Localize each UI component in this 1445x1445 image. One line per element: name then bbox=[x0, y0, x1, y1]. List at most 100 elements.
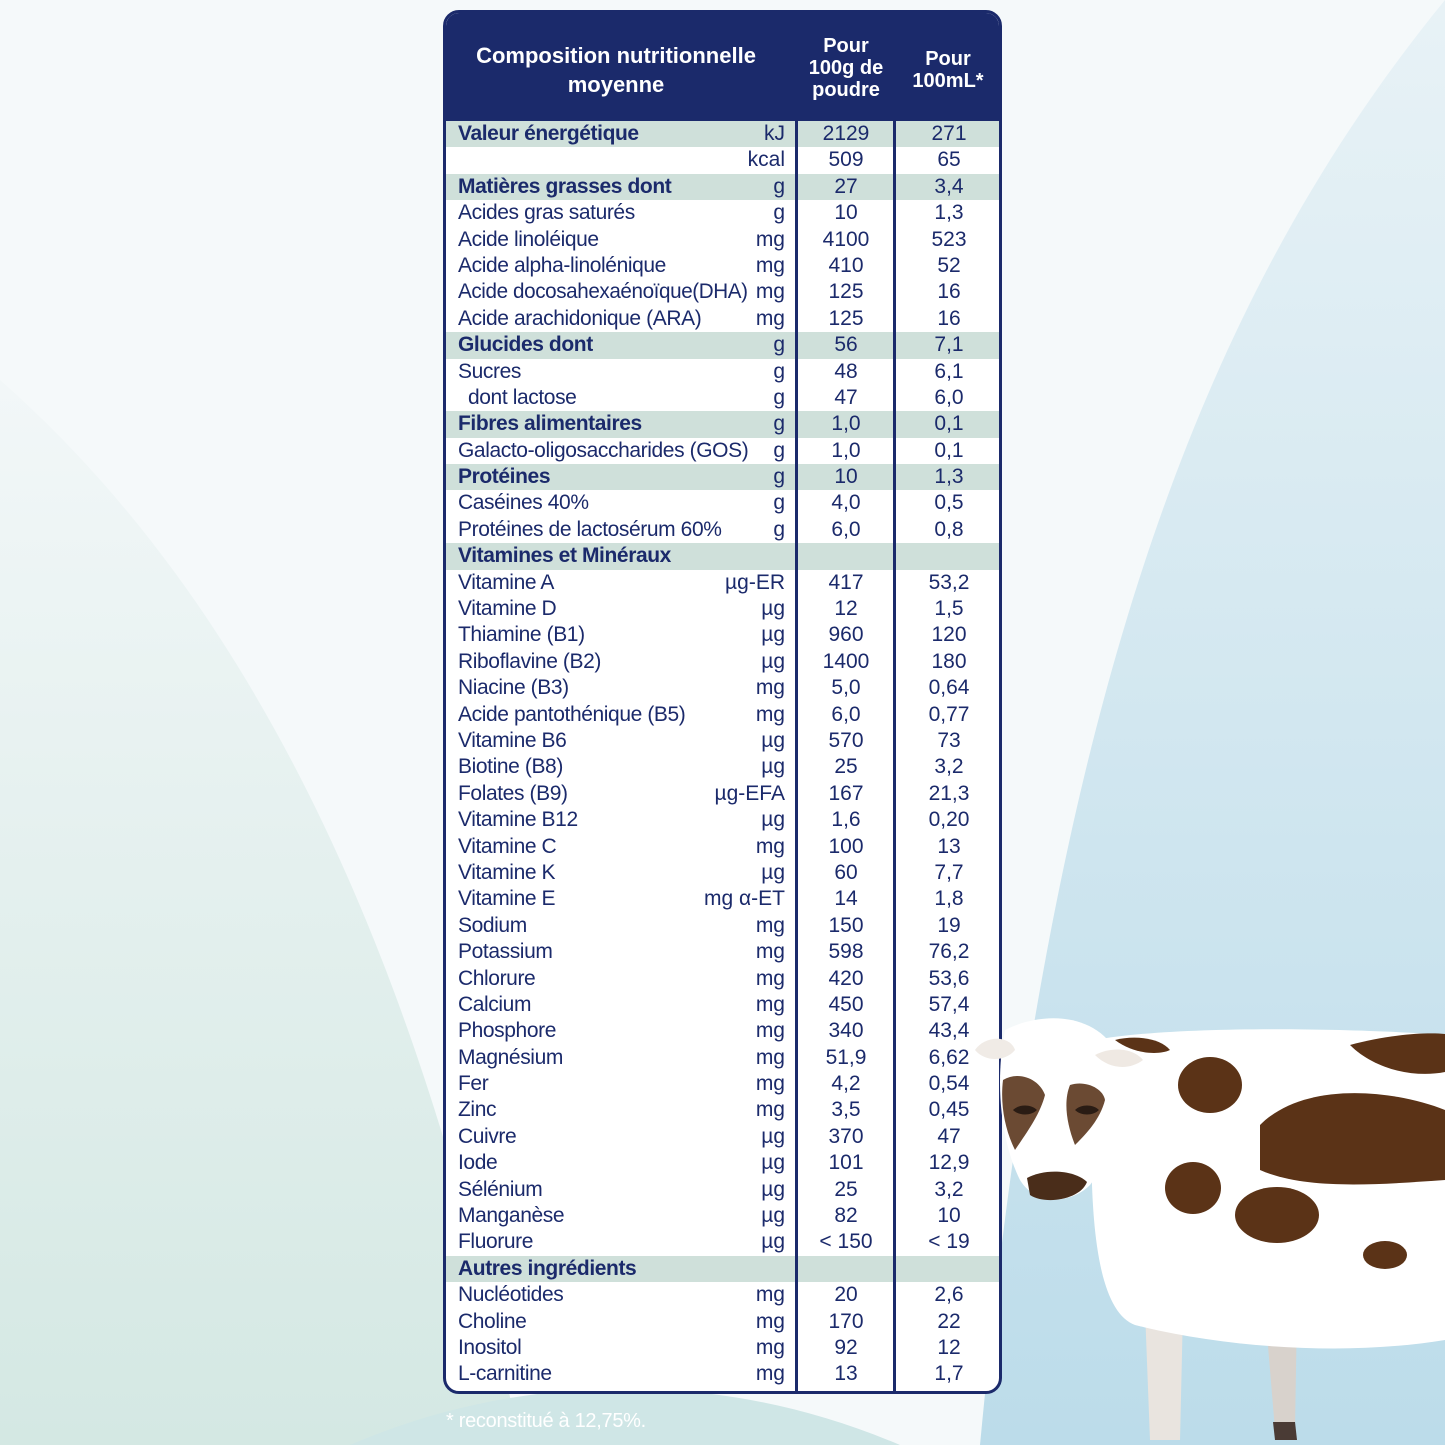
section-row: Vitamines et Minéraux bbox=[446, 543, 999, 570]
column-header-per-100ml: Pour 100mL* bbox=[912, 48, 984, 92]
table-row: Fer mg 4,2 0,54 bbox=[446, 1071, 999, 1097]
row-label: Biotine (B8) bbox=[458, 755, 563, 779]
value-per-100g: 960 bbox=[828, 623, 864, 647]
row-label: Vitamine B12 bbox=[458, 808, 578, 832]
row-label: Magnésium bbox=[458, 1045, 563, 1069]
row-unit: mg bbox=[755, 1019, 785, 1043]
row-unit: mg bbox=[755, 702, 785, 726]
value-per-100g: 150 bbox=[828, 913, 864, 937]
table-row: Folates (B9) µg-EFA 167 21,3 bbox=[446, 781, 999, 807]
row-label: Nucléotides bbox=[458, 1283, 564, 1307]
row-label: Calcium bbox=[458, 992, 532, 1016]
row-unit: g bbox=[773, 412, 785, 436]
row-label: Cuivre bbox=[458, 1124, 517, 1148]
value-per-100ml: 120 bbox=[931, 623, 967, 647]
value-per-100ml: 271 bbox=[931, 122, 967, 145]
value-per-100g: 4,2 bbox=[831, 1072, 861, 1096]
row-unit: mg bbox=[755, 1362, 785, 1386]
table-row: Sodium mg 150 19 bbox=[446, 913, 999, 939]
row-label: Vitamine C bbox=[458, 834, 557, 858]
row-unit: g bbox=[773, 438, 785, 462]
row-unit: mg bbox=[755, 306, 785, 330]
row-label: Manganèse bbox=[458, 1204, 565, 1228]
table-row: Manganèse µg 82 10 bbox=[446, 1203, 999, 1229]
table-row: Acide pantothénique (B5) mg 6,0 0,77 bbox=[446, 702, 999, 728]
value-per-100ml: 16 bbox=[937, 280, 961, 304]
row-unit: g bbox=[773, 465, 785, 489]
row-unit: µg-ER bbox=[725, 570, 785, 594]
row-label: Matières grasses dont bbox=[458, 174, 672, 198]
value-per-100g: 48 bbox=[834, 359, 858, 383]
table-row: Acide alpha-linolénique mg 410 52 bbox=[446, 253, 999, 279]
row-label: Vitamines et Minéraux bbox=[458, 544, 671, 568]
value-per-100g: 509 bbox=[828, 148, 864, 172]
value-per-100ml: 1,8 bbox=[934, 887, 964, 911]
table-row: Sucres g 48 6,1 bbox=[446, 359, 999, 385]
value-per-100g: < 150 bbox=[819, 1230, 873, 1254]
row-label: Glucides dont bbox=[458, 333, 593, 357]
section-row: Glucides dont g 56 7,1 bbox=[446, 332, 999, 359]
row-label: Potassium bbox=[458, 940, 553, 964]
value-per-100g: 47 bbox=[834, 385, 858, 409]
row-label: Acide arachidonique (ARA) bbox=[458, 306, 702, 330]
value-per-100g: 570 bbox=[828, 728, 864, 752]
table-row: Potassium mg 598 76,2 bbox=[446, 939, 999, 965]
row-label: dont lactose bbox=[468, 385, 577, 409]
table-row: Nucléotides mg 20 2,6 bbox=[446, 1282, 999, 1308]
value-per-100g: 5,0 bbox=[831, 676, 861, 700]
value-per-100ml: 73 bbox=[937, 728, 961, 752]
value-per-100g: 1,0 bbox=[831, 412, 861, 436]
value-per-100ml: 6,0 bbox=[934, 385, 964, 409]
table-row: Vitamine C mg 100 13 bbox=[446, 834, 999, 860]
value-per-100g: 3,5 bbox=[831, 1098, 861, 1122]
value-per-100ml: 12 bbox=[937, 1335, 961, 1359]
value-per-100g: 10 bbox=[834, 201, 858, 225]
value-per-100ml: 3,2 bbox=[934, 1177, 964, 1201]
table-row: Vitamine K µg 60 7,7 bbox=[446, 860, 999, 886]
value-per-100g: 420 bbox=[828, 966, 864, 990]
value-per-100g: 170 bbox=[828, 1309, 864, 1333]
column-divider bbox=[893, 121, 896, 1391]
value-per-100g: 6,0 bbox=[831, 702, 861, 726]
column-header-per-100g: Pour 100g de poudre bbox=[808, 35, 884, 101]
table-row: Galacto-oligosaccharides (GOS) g 1,0 0,1 bbox=[446, 438, 999, 464]
value-per-100ml: 52 bbox=[937, 253, 961, 277]
table-row: Cuivre µg 370 47 bbox=[446, 1124, 999, 1150]
value-per-100g: 598 bbox=[828, 940, 864, 964]
row-unit: µg bbox=[761, 728, 785, 752]
value-per-100g: 4100 bbox=[822, 227, 870, 251]
table-row: kcal 509 65 bbox=[446, 147, 999, 173]
row-unit: mg bbox=[755, 913, 785, 937]
row-unit: mg bbox=[755, 253, 785, 277]
table-row: Acide arachidonique (ARA) mg 125 16 bbox=[446, 306, 999, 332]
table-row: Vitamine D µg 12 1,5 bbox=[446, 596, 999, 622]
value-per-100g: 10 bbox=[834, 465, 858, 489]
row-unit: µg bbox=[761, 1124, 785, 1148]
value-per-100ml: 16 bbox=[937, 306, 961, 330]
table-row: Vitamine E mg α-ET 14 1,8 bbox=[446, 886, 999, 912]
table-row: Phosphore mg 340 43,4 bbox=[446, 1018, 999, 1044]
row-unit: mg bbox=[755, 1283, 785, 1307]
row-unit: mg bbox=[755, 992, 785, 1016]
cow-illustration bbox=[975, 1018, 1445, 1440]
value-per-100ml: 1,5 bbox=[934, 597, 964, 621]
value-per-100g: 101 bbox=[828, 1151, 864, 1175]
value-per-100g: 370 bbox=[828, 1124, 864, 1148]
row-unit: µg bbox=[761, 755, 785, 779]
value-per-100g: 13 bbox=[834, 1362, 858, 1386]
value-per-100g: 167 bbox=[828, 781, 864, 805]
table-row: Riboflavine (B2) µg 1400 180 bbox=[446, 649, 999, 675]
table-row: Protéines de lactosérum 60% g 6,0 0,8 bbox=[446, 517, 999, 543]
value-per-100g: 410 bbox=[828, 253, 864, 277]
row-unit: mg bbox=[755, 940, 785, 964]
row-label: Phosphore bbox=[458, 1019, 556, 1043]
row-unit: g bbox=[773, 491, 785, 515]
row-label: Sodium bbox=[458, 913, 527, 937]
value-per-100g: 6,0 bbox=[831, 517, 861, 541]
row-unit: mg bbox=[755, 1045, 785, 1069]
value-per-100g: 340 bbox=[828, 1019, 864, 1043]
value-per-100g: 1400 bbox=[822, 649, 870, 673]
row-unit: g bbox=[773, 201, 785, 225]
row-unit: mg bbox=[755, 1072, 785, 1096]
row-unit: µg bbox=[761, 860, 785, 884]
